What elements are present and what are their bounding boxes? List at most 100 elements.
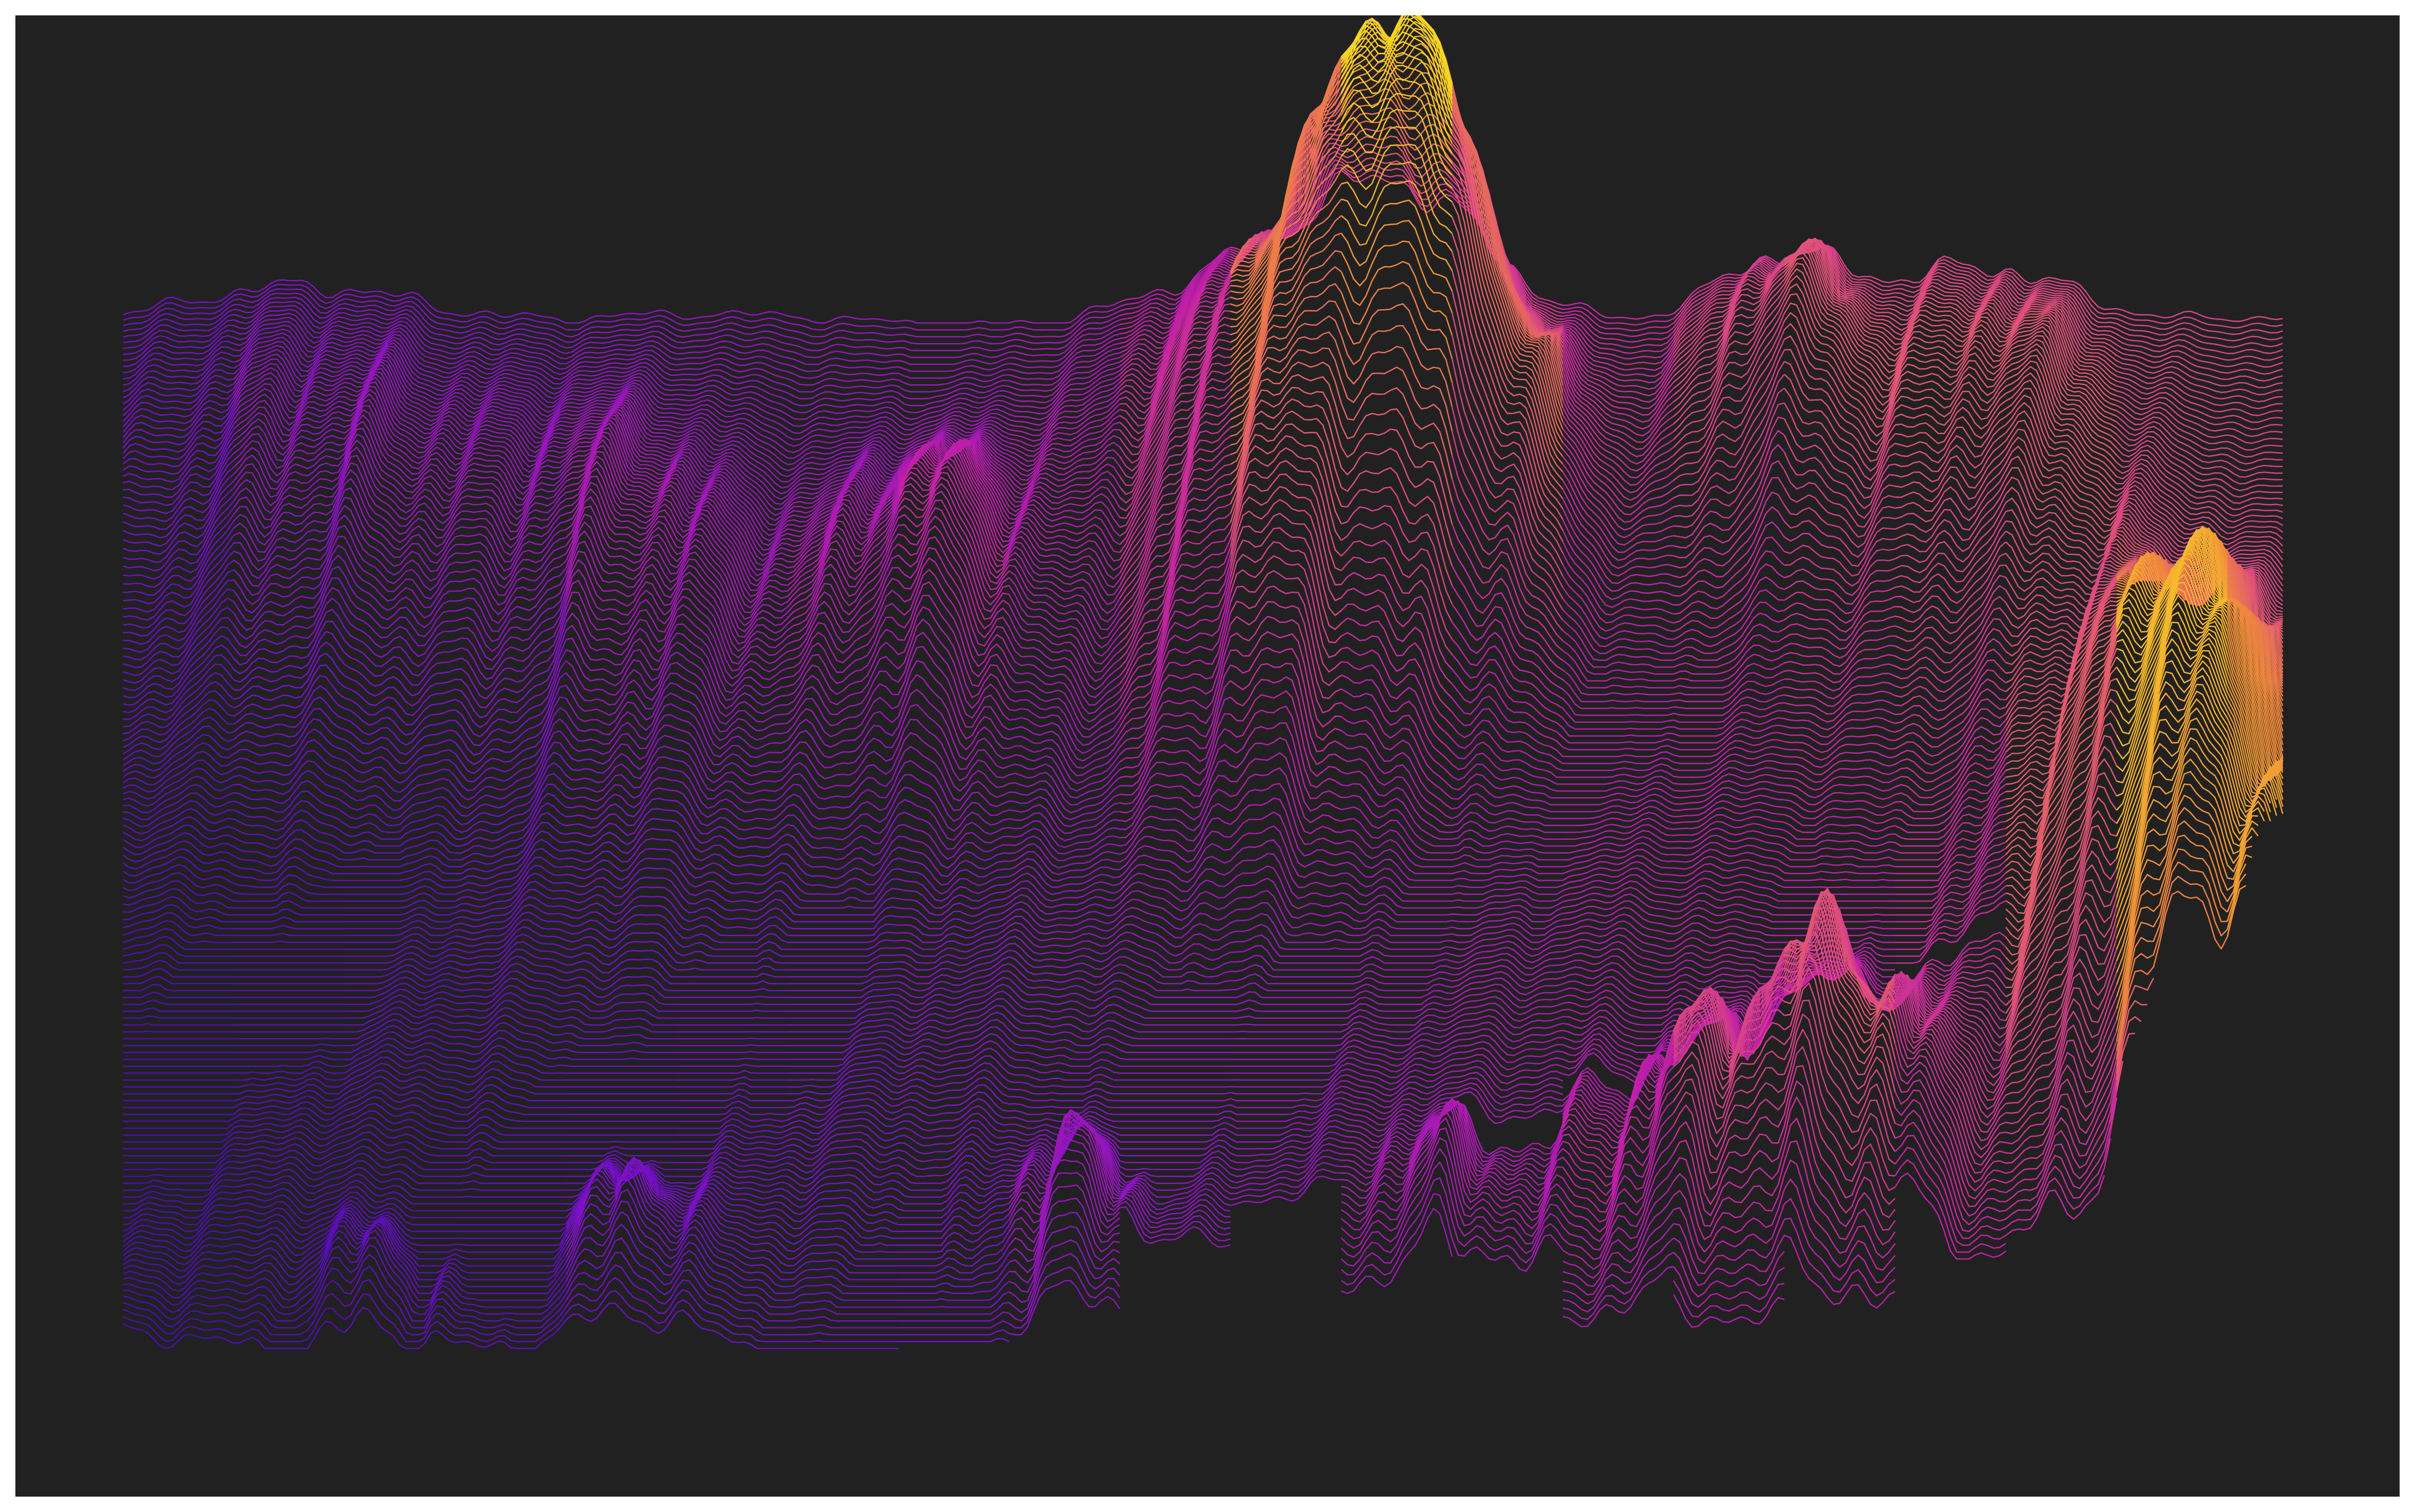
ridge-line (1009, 403, 1120, 457)
ridge-line (1562, 329, 1675, 377)
ridge-line (1562, 640, 1674, 675)
ridge-line (455, 568, 567, 624)
ridge-line (1009, 963, 1120, 986)
ridge-line (1231, 1048, 1342, 1054)
ridge-line (566, 434, 677, 495)
ridge-line (1230, 283, 1342, 420)
ridge-line (787, 459, 899, 503)
ridge-line (233, 393, 345, 432)
ridge-line (2005, 576, 2117, 700)
ridge-line (1119, 538, 1232, 684)
ridge-line (2227, 553, 2284, 574)
ridge-line (676, 463, 788, 536)
ridge-line (1008, 1112, 1120, 1209)
ridge-line (1230, 955, 1341, 971)
ridge-line (123, 832, 234, 855)
ridge-line (2005, 279, 2117, 330)
ridge-line (123, 487, 234, 555)
ridge-line (1562, 1030, 1675, 1148)
ridge-line (455, 513, 567, 562)
ridge-line (677, 1088, 788, 1095)
ridge-line (233, 447, 345, 483)
ridge-line (1562, 307, 1674, 326)
ridge-line (1230, 585, 1342, 687)
ridge-line (1562, 1066, 1674, 1196)
ridge-line (1562, 717, 1674, 730)
ridge-line (787, 683, 899, 727)
ridge-line (898, 618, 1010, 710)
ridge-line (455, 830, 567, 875)
ridge-line (344, 1057, 456, 1080)
ridge-line (123, 588, 234, 660)
ridge-line (1230, 839, 1342, 888)
ridge-line (1009, 804, 1120, 834)
ridge-line (1563, 824, 1674, 840)
ridge-line (344, 514, 456, 582)
ridge-line (233, 457, 346, 498)
ridge-line (1009, 394, 1120, 447)
ridge-line (1340, 41, 1453, 135)
ridge-line (787, 456, 899, 500)
ridge-line (1673, 1064, 1785, 1147)
ridge-line (1673, 944, 1784, 957)
ridge-line (1230, 435, 1342, 525)
ridge-line (1452, 1060, 1563, 1084)
ridge-line (1783, 452, 1896, 519)
ridge-line (676, 595, 788, 672)
ridge-line (1230, 647, 1342, 741)
ridge-line (345, 1007, 456, 1026)
ridge-line (455, 1319, 567, 1349)
ridge-line (344, 339, 456, 383)
ridge-line (1673, 259, 1785, 347)
ridge-line (2116, 771, 2228, 961)
ridge-line (1341, 1105, 1453, 1215)
ridge-line (2005, 312, 2117, 392)
ridge-line (1009, 880, 1120, 902)
ridge-line (1562, 698, 1674, 716)
ridge-line (233, 675, 345, 717)
ridge-line (2116, 434, 2228, 477)
ridge-line (2116, 1061, 2124, 1092)
ridge-line (566, 1048, 677, 1054)
ridge-line (1119, 1188, 1231, 1220)
ridge-line (344, 1192, 455, 1219)
ridge-line (1230, 1137, 1342, 1171)
ridge-line (1119, 728, 1231, 814)
ridge-line (455, 1044, 567, 1067)
ridge-line (787, 437, 899, 466)
ridge-line (344, 675, 456, 707)
ridge-line (344, 294, 456, 321)
ridge-line (566, 400, 677, 446)
ridge-line (455, 762, 567, 825)
ridge-line (787, 384, 899, 393)
ridge-line (1895, 813, 2006, 875)
ridge-line (1673, 877, 1785, 895)
ridge-line (787, 1152, 899, 1174)
ridge-line (898, 557, 1010, 656)
ridge-line (1673, 402, 1785, 518)
ridge-line (1673, 1294, 1785, 1328)
ridge-line (2116, 308, 2228, 321)
ridge-line (676, 435, 788, 489)
ridge-line (1563, 800, 1674, 813)
ridge-line (1452, 753, 1563, 785)
ridge-line (122, 403, 235, 443)
ridge-line (566, 632, 678, 677)
ridge-line (233, 1210, 345, 1249)
ridge-line (344, 759, 456, 784)
ridge-line (1009, 338, 1120, 374)
ridge-line (233, 829, 345, 854)
ridge-line (787, 502, 899, 597)
ridge-line (2005, 577, 2117, 715)
ridge-line (787, 406, 899, 420)
ridge-line (123, 1316, 234, 1342)
ridge-line (566, 392, 677, 429)
ridge-line (455, 326, 567, 343)
ridge-line (1673, 634, 1785, 668)
ridge-line (1562, 744, 1674, 751)
ridge-line (787, 1098, 899, 1122)
ridge-line (1230, 513, 1342, 616)
ridge-line (1673, 662, 1785, 689)
ridge-line (234, 1072, 345, 1081)
ridge-line (1673, 288, 1785, 417)
